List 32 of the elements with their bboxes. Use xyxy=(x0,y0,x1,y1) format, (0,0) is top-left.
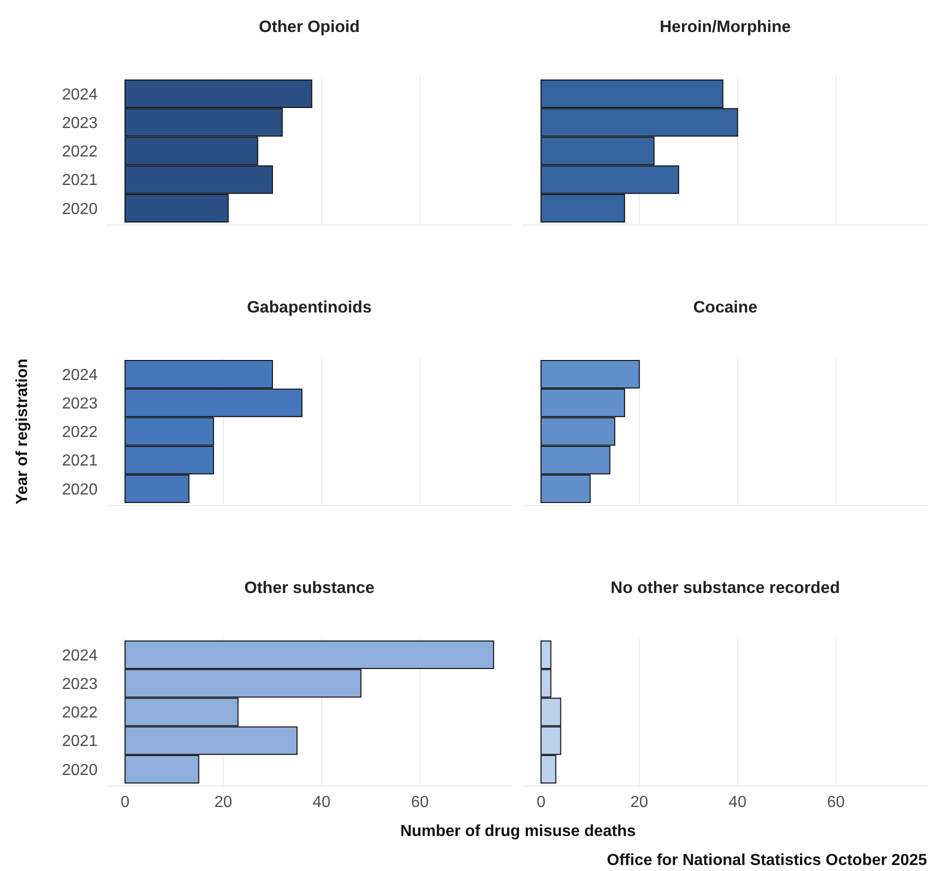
y-tick-label: 2021 xyxy=(62,172,98,190)
y-tick-label: 2024 xyxy=(62,86,98,104)
x-tick-label: 20 xyxy=(630,794,648,811)
chart-title: Other Opioid xyxy=(258,18,360,36)
x-tick-label: 60 xyxy=(410,794,429,811)
x-axis-title: Number of drug misuse deaths xyxy=(400,823,636,840)
chart-title: Heroin/Morphine xyxy=(660,18,791,36)
x-tick-label: 60 xyxy=(826,794,845,811)
x-tick-label: 40 xyxy=(312,794,331,811)
chart-title: Cocaine xyxy=(693,298,758,316)
x-tick-label: 0 xyxy=(536,794,546,811)
y-tick-label: 2024 xyxy=(62,647,98,664)
y-tick-label: 2020 xyxy=(62,200,98,218)
chart-title: Gabapentinoids xyxy=(246,298,372,316)
y-tick-label: 2022 xyxy=(62,704,98,722)
y-tick-label: 2024 xyxy=(62,366,98,384)
y-tick-label: 2021 xyxy=(62,452,98,470)
text: Office for National Statistics October 2025 xyxy=(606,852,928,869)
x-tick-label: 40 xyxy=(728,794,747,811)
y-tick-label: 2023 xyxy=(62,114,98,132)
chart-title: No other substance recorded xyxy=(610,579,840,597)
y-axis-title: Year of registration xyxy=(14,358,31,504)
y-tick-label: 2020 xyxy=(62,762,98,779)
y-tick-label: 2022 xyxy=(62,144,98,161)
y-tick-label: 2023 xyxy=(62,395,98,412)
chart-title: Other substance xyxy=(244,579,374,597)
y-tick-label: 2020 xyxy=(62,481,98,498)
x-tick-label: 0 xyxy=(120,794,130,811)
y-tick-label: 2021 xyxy=(62,733,98,750)
y-tick-label: 2022 xyxy=(62,424,98,442)
y-tick-label: 2023 xyxy=(62,676,98,693)
x-tick-label: 20 xyxy=(214,794,232,811)
